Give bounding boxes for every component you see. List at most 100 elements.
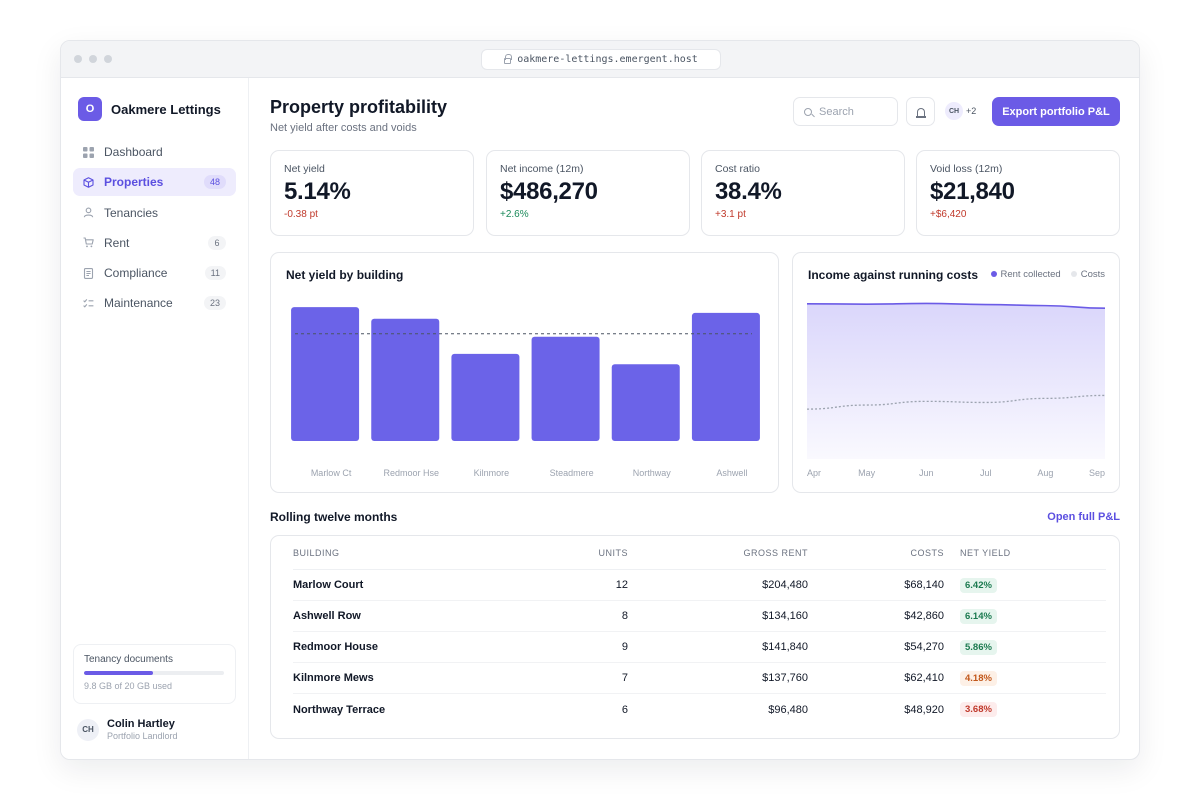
- column-header-building[interactable]: Building: [293, 547, 340, 558]
- sidebar-item-label: Maintenance: [104, 296, 173, 311]
- sidebar-item-rent[interactable]: Rent 6: [73, 229, 236, 257]
- net-yield-badge: 6.14%: [960, 608, 997, 624]
- search-input[interactable]: Search: [793, 97, 898, 126]
- brand[interactable]: O Oakmere Lettings: [78, 97, 221, 121]
- address-bar[interactable]: oakmere-lettings.emergent.host: [481, 49, 721, 70]
- sidebar-item-label: Properties: [104, 175, 164, 190]
- main-content: Property profitability Net yield after c…: [270, 78, 1120, 759]
- browser-titlebar: oakmere-lettings.emergent.host: [61, 41, 1139, 78]
- yield-bar[interactable]: [531, 336, 600, 441]
- brand-name: Oakmere Lettings: [111, 101, 221, 117]
- cell-costs: $62,410: [904, 672, 944, 684]
- pl-table: Building Units Gross rent Costs Net yiel…: [270, 535, 1120, 739]
- window-close-dot[interactable]: [74, 55, 82, 63]
- yield-bar[interactable]: [371, 318, 440, 441]
- cell-building: Kilnmore Mews: [293, 672, 374, 684]
- kpi-card-cost-ratio: Cost ratio 38.4% +3.1 pt: [701, 150, 905, 236]
- lock-icon: [504, 54, 513, 64]
- net-yield-badge: 6.42%: [960, 577, 997, 593]
- kpi-label: Net income (12m): [500, 163, 584, 175]
- sidebar-item-count: 11: [204, 266, 226, 281]
- cell-costs: $54,270: [904, 641, 944, 653]
- table-row[interactable]: Redmoor House 9 $141,840 $54,270 5.86%: [293, 632, 1106, 663]
- table-row[interactable]: Ashwell Row 8 $134,160 $42,860 6.14%: [293, 601, 1106, 632]
- yield-chart-card: Net yield by building Marlow Ct Redmoor H…: [270, 252, 779, 493]
- open-full-pl-link[interactable]: Open full P&L: [1047, 511, 1120, 523]
- cell-gross-rent: $137,760: [762, 672, 808, 684]
- chart-title: Income against running costs: [808, 268, 979, 282]
- avatar: CH: [945, 102, 963, 120]
- person-icon: [83, 207, 94, 218]
- user-name: Colin Hartley: [107, 718, 175, 730]
- sidebar-item-tenancies[interactable]: Tenancies: [73, 199, 236, 227]
- cell-costs: $48,920: [904, 703, 944, 716]
- yield-bar[interactable]: [611, 364, 680, 441]
- cell-costs: $42,860: [904, 610, 944, 622]
- cell-gross-rent: $204,480: [762, 579, 808, 591]
- storage-card[interactable]: Tenancy documents 9.8 GB of 20 GB used: [73, 644, 236, 704]
- x-tick-label: Apr: [807, 468, 821, 478]
- table-row[interactable]: Kilnmore Mews 7 $137,760 $62,410 4.18%: [293, 663, 1106, 694]
- page-title: Property profitability: [270, 97, 448, 117]
- cube-icon: [83, 177, 94, 188]
- x-tick-label: Northway: [633, 468, 672, 478]
- net-yield-badge: 3.68%: [960, 702, 997, 717]
- cell-units: 12: [615, 579, 628, 591]
- rent-collected-line[interactable]: [806, 302, 1106, 310]
- x-tick-label: Ashwell: [716, 468, 747, 478]
- chart-legend: Rent collected Costs: [990, 269, 1105, 280]
- costs-line[interactable]: [806, 394, 1106, 410]
- column-header-net-yield[interactable]: Net yield: [960, 547, 1011, 558]
- x-tick-label: Marlow Ct: [311, 468, 352, 478]
- yield-bar[interactable]: [691, 312, 760, 441]
- sidebar-item-label: Rent: [104, 235, 130, 250]
- sidebar-item-properties[interactable]: Properties 48: [73, 168, 236, 197]
- cell-building: Northway Terrace: [293, 703, 386, 716]
- sidebar-item-count: 48: [203, 175, 226, 190]
- sidebar-item-count: 23: [203, 296, 226, 311]
- collaborators[interactable]: CH +2: [945, 102, 976, 120]
- window-maximize-dot[interactable]: [104, 55, 112, 63]
- sidebar-item-compliance[interactable]: Compliance 11: [73, 259, 236, 287]
- user-profile[interactable]: CH Colin Hartley Portfolio Landlord: [77, 718, 178, 741]
- column-header-gross-rent[interactable]: Gross rent: [743, 547, 808, 558]
- kpi-delta: +$6,420: [930, 209, 967, 220]
- more-collaborators-count: +2: [966, 106, 977, 116]
- notifications-button[interactable]: [906, 97, 935, 126]
- column-header-units[interactable]: Units: [598, 547, 628, 558]
- yield-bar-chart: Marlow Ct Redmoor Hse Kilnmore Steadmere Nor…: [291, 307, 760, 478]
- legend-item-costs: Costs: [1070, 269, 1105, 280]
- sidebar-item-label: Tenancies: [104, 205, 159, 220]
- kpi-card-net-yield: Net yield 5.14% -0.38 pt: [270, 150, 474, 236]
- yield-bar[interactable]: [291, 307, 360, 441]
- cart-icon: [83, 237, 94, 248]
- rent-collected-area: [807, 303, 1105, 459]
- table-row[interactable]: Marlow Court 12 $204,480 $68,140 6.42%: [293, 570, 1106, 601]
- column-header-costs[interactable]: Costs: [910, 547, 944, 558]
- kpi-delta: -0.38 pt: [284, 209, 318, 220]
- sidebar-item-label: Compliance: [104, 266, 168, 281]
- cell-units: 8: [621, 610, 628, 622]
- cell-units: 7: [621, 672, 628, 684]
- kpi-card-void-loss: Void loss (12m) $21,840 +$6,420: [916, 150, 1120, 236]
- sidebar-item-maintenance[interactable]: Maintenance 23: [73, 289, 236, 317]
- kpi-card-net-income: Net income (12m) $486,270 +2.6%: [486, 150, 690, 236]
- sidebar-nav: Dashboard Properties 48 Tenancies Rent: [73, 138, 236, 320]
- income-chart-card: Income against running costs Rent collec…: [792, 252, 1120, 493]
- cell-costs: $68,140: [904, 579, 944, 591]
- kpi-value: $486,270: [500, 178, 598, 205]
- sidebar-item-dashboard[interactable]: Dashboard: [73, 138, 236, 166]
- cell-building: Redmoor House: [293, 641, 378, 653]
- address-url: oakmere-lettings.emergent.host: [517, 54, 698, 65]
- table-header: Building Units Gross rent Costs Net yiel…: [293, 536, 1106, 570]
- avatar: CH: [77, 718, 99, 741]
- chart-title: Net yield by building: [286, 268, 404, 282]
- dashboard-icon: [83, 146, 94, 158]
- legend-label: Costs: [1080, 269, 1105, 280]
- sidebar-item-count: 6: [208, 235, 226, 250]
- cell-gross-rent: $141,840: [762, 641, 808, 653]
- export-button[interactable]: Export portfolio P&L: [992, 97, 1120, 126]
- window-minimize-dot[interactable]: [89, 55, 97, 63]
- yield-bar[interactable]: [451, 353, 520, 441]
- table-row[interactable]: Northway Terrace 6 $96,480 $48,920 3.68%: [293, 694, 1106, 725]
